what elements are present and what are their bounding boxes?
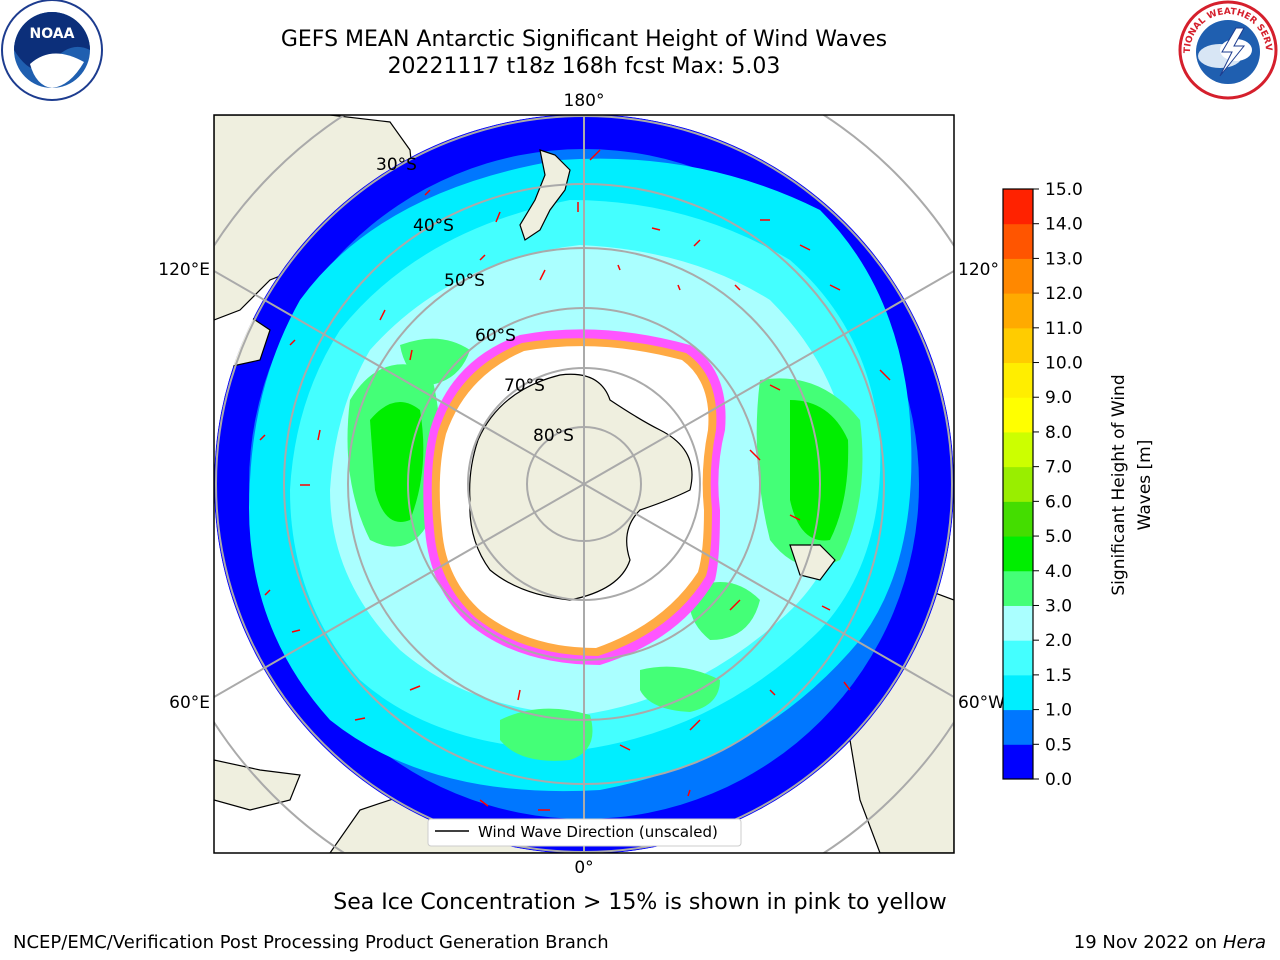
colorbar-tick-label: 2.0 (1045, 631, 1072, 651)
colorbar-tick-label: 7.0 (1045, 458, 1072, 478)
colorbar-tick-label: 1.0 (1045, 701, 1072, 721)
footer-date: 19 Nov 2022 on (1073, 932, 1218, 953)
map-legend: Wind Wave Direction (unscaled) (427, 818, 742, 847)
colorbar-tick-label: 4.0 (1045, 562, 1072, 582)
wind-wave-arrows (259, 149, 891, 811)
colorbar-swatch (1003, 640, 1033, 676)
lat-label-80: 80°S (533, 426, 574, 446)
colorbar-tick-label: 0.5 (1045, 735, 1072, 755)
colorbar-tick-label: 5.0 (1045, 527, 1072, 547)
colorbar-swatch (1003, 674, 1033, 711)
colorbar-swatch (1003, 744, 1033, 780)
colorbar-label-line1: Significant Height of Wind (1109, 374, 1129, 595)
colorbar-swatch (1003, 258, 1033, 294)
svg-text:NATIONAL WEATHER SERVICE: NATIONAL WEATHER SERVICE (0, 0, 1273, 53)
noaa-logo-icon: NOAA (1, 0, 103, 101)
lat-label-70: 70°S (504, 376, 545, 396)
footer-host: Hera (1222, 932, 1266, 953)
chart-subtitle: 20221117 t18z 168h fcst Max: 5.03 (387, 54, 781, 79)
legend-label: Wind Wave Direction (unscaled) (478, 823, 718, 841)
colorbar-swatch (1003, 362, 1033, 398)
chart-title: GEFS MEAN Antarctic Significant Height o… (280, 27, 888, 52)
lat-label-30: 30°S (376, 155, 417, 175)
colorbar-tick-label: 1.5 (1045, 666, 1072, 686)
colorbar-swatch (1003, 466, 1033, 502)
colorbar-tick-label: 13.0 (1045, 249, 1083, 269)
colorbar-swatch (1003, 431, 1033, 468)
lon-label-bottom: 0° (574, 858, 593, 878)
colorbar-swatch (1003, 570, 1033, 606)
graticule (214, 115, 954, 853)
colorbar-tick-label: 10.0 (1045, 354, 1083, 374)
lon-label-lower-right: 60°W (958, 693, 1005, 713)
colorbar-frame (1002, 188, 1034, 780)
nws-logo-icon: NATIONAL WEATHER SERVICE (0, 0, 1278, 100)
colorbar-tick-label: 6.0 (1045, 492, 1072, 512)
colorbar-tick-label: 12.0 (1045, 284, 1083, 304)
lat-label-40: 40°S (413, 216, 454, 236)
lat-label-50: 50°S (444, 271, 485, 291)
colorbar-tick-label: 3.0 (1045, 596, 1072, 616)
colorbar-swatch (1003, 189, 1033, 225)
colorbar-swatch (1003, 223, 1033, 259)
colorbar-tick-label: 15.0 (1045, 180, 1083, 200)
lon-label-upper-right: 120° (958, 260, 999, 280)
colorbar-tick-label: 0.0 (1045, 770, 1072, 790)
colorbar-swatch (1003, 605, 1033, 641)
colorbar-swatch (1003, 397, 1033, 433)
sea-ice-caption: Sea Ice Concentration > 15% is shown in … (333, 890, 947, 915)
colorbar-swatch (1003, 293, 1033, 329)
colorbar: 0.0 0.5 1.0 1.5 2.0 3.0 4.0 5.0 6.0 7.0 8.0 9.0 10.0… (1002, 180, 1083, 790)
lon-label-lower-left: 60°E (169, 693, 210, 713)
colorbar-swatch (1003, 501, 1033, 537)
colorbar-swatch (1003, 709, 1033, 745)
noaa-logo-name: NOAA (30, 26, 75, 42)
lat-label-60: 60°S (475, 326, 516, 346)
colorbar-tick-label: 9.0 (1045, 388, 1072, 408)
colorbar-tick-label: 14.0 (1045, 215, 1083, 235)
nws-logo-ring-text: NATIONAL WEATHER SERVICE (0, 0, 1273, 53)
colorbar-label-line2: Waves [m] (1135, 440, 1155, 531)
colorbar-swatch (1003, 327, 1033, 364)
lon-label-top: 180° (564, 91, 605, 111)
antarctica-land (469, 373, 693, 601)
footer-datestamp: 19 Nov 2022 on Hera (1074, 932, 1266, 953)
lon-label-upper-left: 120°E (158, 260, 210, 280)
colorbar-tick-label: 8.0 (1045, 423, 1072, 443)
colorbar-swatch (1003, 536, 1033, 572)
footer-branch: NCEP/EMC/Verification Post Processing Pr… (13, 932, 609, 953)
colorbar-tick-label: 11.0 (1045, 319, 1083, 339)
